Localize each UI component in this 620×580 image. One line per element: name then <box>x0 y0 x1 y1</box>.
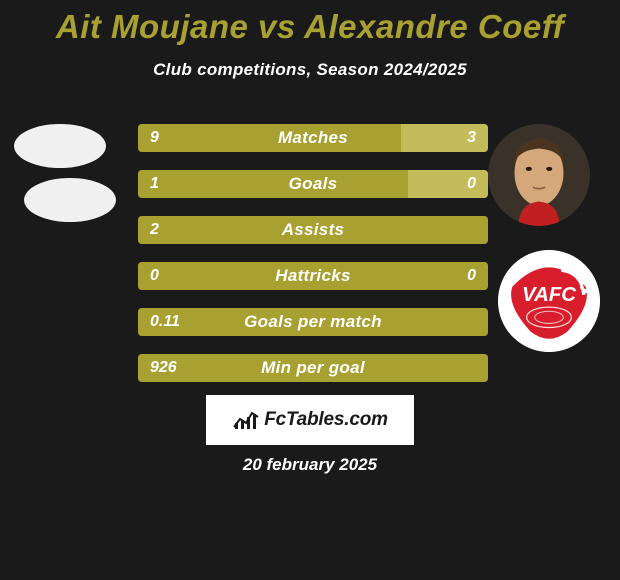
stat-label: Assists <box>138 216 488 244</box>
stat-label: Goals <box>138 170 488 198</box>
footer-date: 20 february 2025 <box>0 455 620 475</box>
stat-label: Goals per match <box>138 308 488 336</box>
stat-label: Min per goal <box>138 354 488 382</box>
player2-avatar <box>488 124 590 226</box>
stat-bars: 93Matches 10Goals 2Assists 00Hattricks 0.11G… <box>138 124 488 400</box>
stat-bar-row: 926Min per goal <box>138 354 488 382</box>
stat-label: Hattricks <box>138 262 488 290</box>
stat-bar-row: 0.11Goals per match <box>138 308 488 336</box>
svg-text:VAFC: VAFC <box>522 284 576 306</box>
club-badge-icon: VAFC <box>498 250 600 352</box>
stat-bar-row: 10Goals <box>138 170 488 198</box>
stat-label: Matches <box>138 124 488 152</box>
page-title: Ait Moujane vs Alexandre Coeff <box>0 0 620 46</box>
player2-club-badge: VAFC <box>498 250 600 352</box>
player1-avatar <box>14 124 106 168</box>
stat-bar-row: 93Matches <box>138 124 488 152</box>
stat-bar-row: 2Assists <box>138 216 488 244</box>
site-badge[interactable]: FcTables.com <box>206 395 414 445</box>
player1-club-avatar <box>24 178 116 222</box>
stat-bar-row: 00Hattricks <box>138 262 488 290</box>
site-name: FcTables.com <box>264 409 388 431</box>
player-face-icon <box>488 124 590 226</box>
subtitle: Club competitions, Season 2024/2025 <box>0 60 620 80</box>
chart-icon <box>232 409 260 431</box>
